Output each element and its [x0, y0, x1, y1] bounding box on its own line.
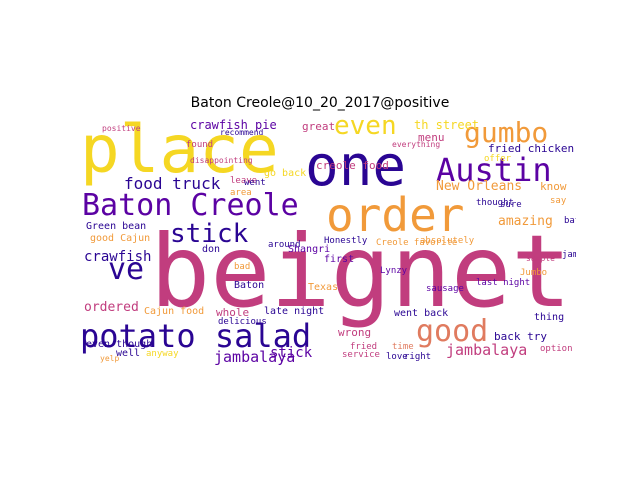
cloud-word: right: [404, 352, 432, 362]
cloud-word: everything: [392, 140, 441, 149]
cloud-word: food truck: [124, 174, 221, 193]
cloud-word: late night: [264, 306, 325, 317]
cloud-word: around: [268, 240, 301, 250]
cloud-word: great: [302, 120, 336, 133]
cloud-word: baton: [564, 216, 576, 226]
cloud-word: whole: [216, 306, 250, 319]
cloud-word: creole food: [316, 159, 389, 172]
cloud-word: fried: [350, 342, 378, 352]
cloud-word: Baton Creole: [82, 188, 299, 223]
cloud-word: stick: [270, 345, 313, 361]
cloud-word: disappointing: [190, 156, 253, 165]
cloud-word: Honestly: [324, 236, 368, 246]
word-cloud: beignet place one order Baton Creole pot…: [80, 117, 576, 365]
cloud-word: stick: [170, 219, 249, 249]
cloud-word: Shangri: [288, 244, 331, 255]
cloud-word: area: [230, 188, 252, 198]
cloud-word: jambalaya: [214, 348, 296, 365]
cloud-word: first: [324, 254, 355, 265]
cloud-word: order: [326, 188, 465, 242]
cloud-word: good: [416, 314, 489, 349]
cloud-word: sure: [500, 200, 522, 210]
cloud-word: back try: [494, 330, 547, 343]
cloud-word: went: [244, 178, 266, 188]
cloud-word: ordered: [84, 300, 139, 315]
cloud-word: Creole favorite: [376, 238, 458, 248]
cloud-word: th street: [414, 118, 480, 132]
cloud-word: don: [202, 244, 221, 255]
cloud-word: even: [334, 117, 397, 141]
cloud-word: went back: [394, 308, 449, 319]
cloud-word: leave: [230, 176, 258, 186]
cloud-word: menu: [418, 131, 445, 144]
cloud-word: anyway: [146, 349, 179, 359]
cloud-word: Lynzy: [380, 266, 408, 276]
cloud-word: jambalaya: [446, 341, 528, 359]
cloud-word: option: [540, 344, 573, 354]
cloud-word: service: [342, 350, 380, 360]
cloud-word: Baton: [234, 280, 265, 291]
cloud-word: Green bean: [86, 221, 147, 232]
cloud-word: offer: [484, 154, 512, 164]
cloud-word: sausage: [426, 284, 464, 294]
cloud-word: Austin: [436, 151, 552, 189]
cloud-word: place: [80, 117, 279, 188]
cloud-word: crawfish pie: [190, 118, 277, 132]
cloud-word: bad: [234, 262, 251, 272]
cloud-word: Texas: [308, 282, 339, 293]
cloud-word: good Cajun: [90, 233, 151, 244]
cloud-word: sample: [526, 254, 555, 263]
cloud-word: potato salad: [80, 317, 312, 355]
cloud-word: fried chicken: [488, 142, 575, 155]
cloud-word: go back: [264, 168, 307, 179]
cloud-word: one: [305, 134, 407, 199]
cloud-word: say: [550, 196, 567, 206]
cloud-word: yelp: [100, 354, 120, 363]
cloud-word: New Orleans: [436, 179, 523, 194]
cloud-word: thought: [476, 198, 514, 208]
cloud-word: absolutely: [420, 236, 475, 246]
chart-title: Baton Creole@10_20_2017@positive: [190, 95, 450, 111]
cloud-word: amazing: [498, 214, 553, 229]
cloud-word: recommend: [220, 128, 264, 137]
cloud-word: love: [386, 352, 408, 362]
cloud-word: delicious: [218, 317, 267, 327]
cloud-word: Jumbo: [520, 268, 548, 278]
cloud-word: jambalaya: [562, 250, 576, 260]
cloud-word: wrong: [338, 326, 372, 339]
cloud-word: gumbo: [464, 117, 549, 149]
cloud-word: crawfish: [84, 249, 152, 265]
cloud-word: time: [392, 342, 414, 352]
cloud-word: know: [540, 180, 567, 193]
cloud-word: Cajun food: [144, 306, 205, 317]
cloud-word: ve: [108, 252, 145, 287]
cloud-word: beignet: [150, 213, 572, 330]
cloud-word: well: [116, 348, 141, 359]
cloud-word: positive: [102, 124, 141, 133]
cloud-word: last night: [476, 278, 531, 288]
cloud-word: thing: [534, 312, 565, 323]
cloud-word: even though: [86, 339, 153, 350]
cloud-word: found: [186, 140, 214, 150]
